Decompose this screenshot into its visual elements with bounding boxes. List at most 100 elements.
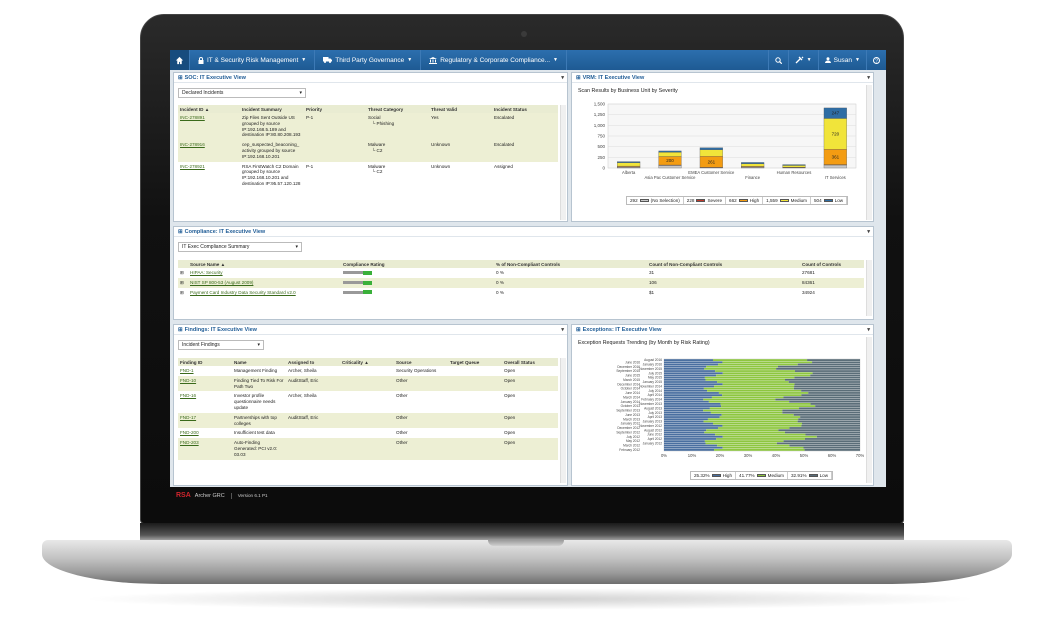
column-header[interactable]: Finding ID [178, 358, 232, 366]
expand-icon[interactable]: ⊞ [180, 270, 184, 275]
controls-count: 34924 [802, 289, 815, 295]
panel-menu-icon[interactable]: ▾ [867, 74, 870, 81]
finding-link[interactable]: FND-200 [180, 430, 199, 436]
report-selector[interactable]: Incident Findings ▾ [178, 340, 264, 350]
column-header[interactable]: Incident Status [492, 105, 558, 113]
panel-title: Findings: IT Executive View [184, 326, 257, 333]
legend-item[interactable]: 25.32% High [691, 472, 737, 479]
column-header[interactable]: Priority [304, 105, 366, 113]
bar-segment [706, 429, 779, 432]
column-header[interactable]: Criticality ▲ [340, 358, 394, 366]
vertical-scrollbar[interactable] [866, 260, 872, 316]
incident-priority: P-1 [306, 163, 314, 169]
tools-menu-button[interactable]: ▼ [787, 50, 818, 70]
expand-icon[interactable]: ⊞ [180, 289, 184, 295]
finding-link[interactable]: FND-203 [180, 440, 199, 446]
bar-segment [707, 418, 799, 421]
source-link[interactable]: HIPAA: Security [190, 270, 223, 275]
incident-link[interactable]: INC-278916 [180, 142, 205, 148]
findings-panel: ⊞ Findings: IT Executive View ▾ Incident… [173, 324, 568, 486]
bar-segment [721, 405, 816, 407]
y-tick-label: June 2016 [625, 360, 640, 364]
panel-title: Exceptions: IT Executive View [582, 326, 662, 333]
y-tick-label: June 2015 [625, 374, 640, 378]
legend-item[interactable]: 1,559 Medium [763, 197, 811, 204]
panel-menu-icon[interactable]: ▾ [867, 326, 870, 333]
y-tick-label: December 2016 [617, 365, 640, 369]
bar-segment [664, 389, 708, 392]
legend-item[interactable]: 32.91% Low [788, 472, 833, 479]
column-header[interactable]: Count of Non-Compliant Controls [647, 260, 800, 268]
bar-segment [810, 374, 860, 377]
controls-count: 27681 [802, 270, 815, 275]
column-header[interactable]: Target Queue [448, 358, 502, 366]
column-header[interactable]: Assigned to [286, 358, 340, 366]
column-header[interactable]: Source [394, 358, 448, 366]
bar-segment [706, 365, 778, 368]
rating-indicator [363, 270, 372, 275]
vertical-scrollbar[interactable] [866, 337, 872, 483]
legend-item[interactable]: 41.77% Medium [736, 472, 788, 479]
expand-icon[interactable]: ⊞ [178, 277, 188, 288]
bar-segment [807, 359, 860, 361]
legend-swatch [696, 198, 706, 203]
incident-priority [304, 140, 366, 162]
help-button[interactable]: ? [866, 50, 886, 70]
threat-subcategory: C2 [376, 169, 383, 175]
column-header[interactable]: Overall Status [502, 358, 558, 366]
nav-regulatory[interactable]: Regulatory & Corporate Compliance... ▼ [421, 50, 567, 70]
nav-it-security[interactable]: IT & Security Risk Management ▼ [190, 50, 316, 70]
column-header[interactable]: Name [232, 358, 286, 366]
column-header[interactable]: Threat Valid [429, 105, 492, 113]
bar-segment [703, 387, 794, 390]
chevron-down-icon: ▼ [806, 57, 812, 63]
legend-item[interactable]: 228 Severe [684, 197, 727, 204]
search-button[interactable] [767, 50, 788, 70]
vertical-scrollbar[interactable] [866, 85, 872, 220]
column-header[interactable]: % of Non-Compliant Controls [494, 260, 647, 268]
grid-icon: ⊞ [178, 228, 183, 235]
source-link[interactable]: NIST SP 800-53 (August 2009) [190, 279, 254, 285]
bar-segment [710, 411, 783, 414]
bar-segment [617, 161, 641, 163]
column-header[interactable]: Threat Category [366, 105, 429, 113]
controls-count: 84361 [800, 277, 864, 288]
bar-segment [788, 381, 860, 383]
finding-link[interactable]: FND-10 [180, 377, 197, 383]
finding-link[interactable]: FND-16 [180, 393, 197, 399]
bar-segment [815, 405, 860, 407]
x-tick-label: Alberta [622, 170, 636, 175]
home-button[interactable] [170, 50, 190, 70]
bar-segment [714, 449, 805, 451]
panel-menu-icon[interactable]: ▾ [561, 74, 564, 81]
finding-link[interactable]: FND-1 [180, 368, 194, 373]
report-selector[interactable]: IT Exec Compliance Summary ▾ [178, 242, 302, 252]
legend-item[interactable]: 504 Low [811, 197, 848, 204]
column-header[interactable]: Compliance Rating [341, 260, 494, 268]
bar-segment [716, 438, 805, 440]
source-link[interactable]: Payment Card Industry Data Security Stan… [190, 289, 296, 295]
bar-segment [664, 383, 723, 386]
nav-item-label: Third Party Governance [335, 56, 405, 64]
bar-segment [802, 422, 860, 425]
incident-link[interactable]: INC-278921 [180, 163, 205, 169]
column-header[interactable]: Incident Summary [240, 105, 304, 113]
column-header[interactable]: Count of Controls [800, 260, 864, 268]
y-tick-label: August 2016 [644, 358, 662, 362]
vertical-scrollbar[interactable] [560, 105, 566, 220]
finding-link[interactable]: FND-17 [180, 414, 197, 420]
vertical-scrollbar[interactable] [560, 358, 566, 483]
report-selector[interactable]: Declared Incidents ▾ [178, 88, 306, 98]
incident-link[interactable]: INC-278891 [180, 115, 205, 120]
panel-menu-icon[interactable]: ▾ [561, 326, 564, 333]
chart-subtitle: Scan Results by Business Unit by Severit… [578, 88, 678, 94]
panel-menu-icon[interactable]: ▾ [867, 228, 870, 235]
bar-segment [664, 363, 719, 366]
legend-item[interactable]: 292 (No Selection) [627, 197, 684, 204]
legend-item[interactable]: 662 High [726, 197, 764, 204]
nav-third-party[interactable]: Third Party Governance ▼ [315, 50, 422, 70]
bar-segment [664, 420, 704, 423]
column-header[interactable]: Source Name ▲ [188, 260, 341, 268]
user-menu-button[interactable]: Susan ▼ [817, 50, 866, 70]
column-header[interactable]: Incident ID ▲ [178, 105, 240, 113]
